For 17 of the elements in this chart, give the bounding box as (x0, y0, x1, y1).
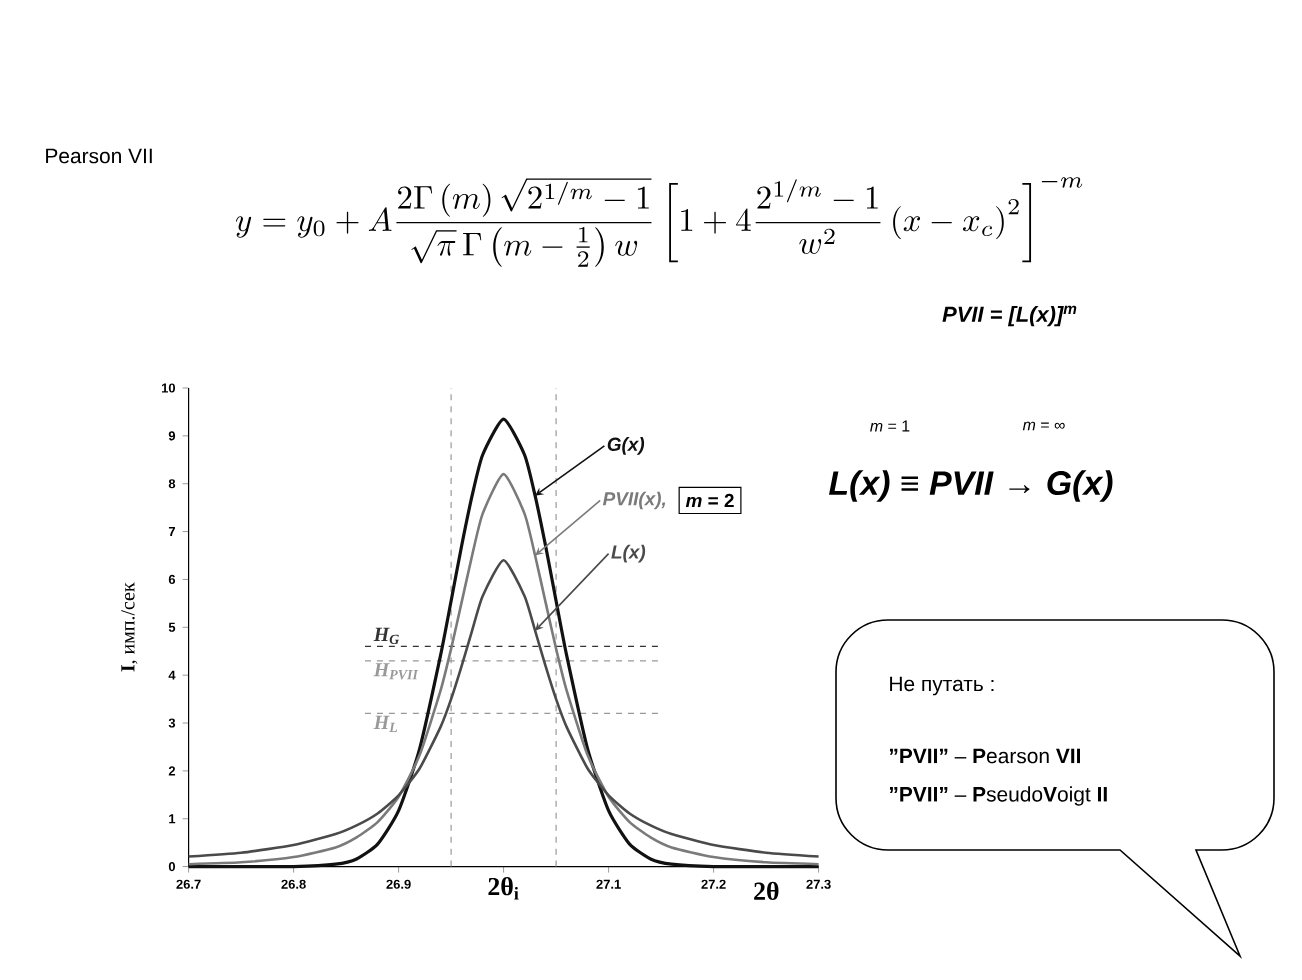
text: PVII = [L(x)]$^{m}$ (942, 305, 1077, 327)
ref-line-label: H$_{L}$ (373, 715, 398, 732)
y-axis-title: I, имп./сек (121, 582, 138, 672)
text: PVII(x), (602, 491, 666, 510)
text: ”PVII” – Pearson VII (889, 748, 1081, 764)
text: ”PVII” – PseudoVoigt II (889, 786, 1107, 806)
text: 2θ$_{i}$ (488, 876, 519, 900)
ref-line-label: H$_{PVII}$ (373, 663, 419, 680)
text: G(x) (607, 437, 645, 455)
text: Не путать : (890, 676, 994, 696)
text: $y = y_0 + A\frac{2\Gamma\left(m\right)\sqrt{2^{1/m}-1}}{\sqrt{\pi}\,\Gamma\left(m-\frac{1}{2}\right)w}\left[1+4\frac{2^{1/m}-1}{w^2}\left(x-x_c\right)^2\right]^{-m}$ (235, 177, 1083, 267)
text: L(x) ≡ PVII → G(x) (828, 470, 1113, 502)
annotation: m = 2 (685, 493, 734, 508)
chart-title: Pearson VII (46, 148, 152, 164)
ref-line-label: H$_{G}$ (373, 627, 400, 645)
x-axis-title: 2θ (754, 881, 779, 900)
text: L(x) (611, 544, 646, 563)
